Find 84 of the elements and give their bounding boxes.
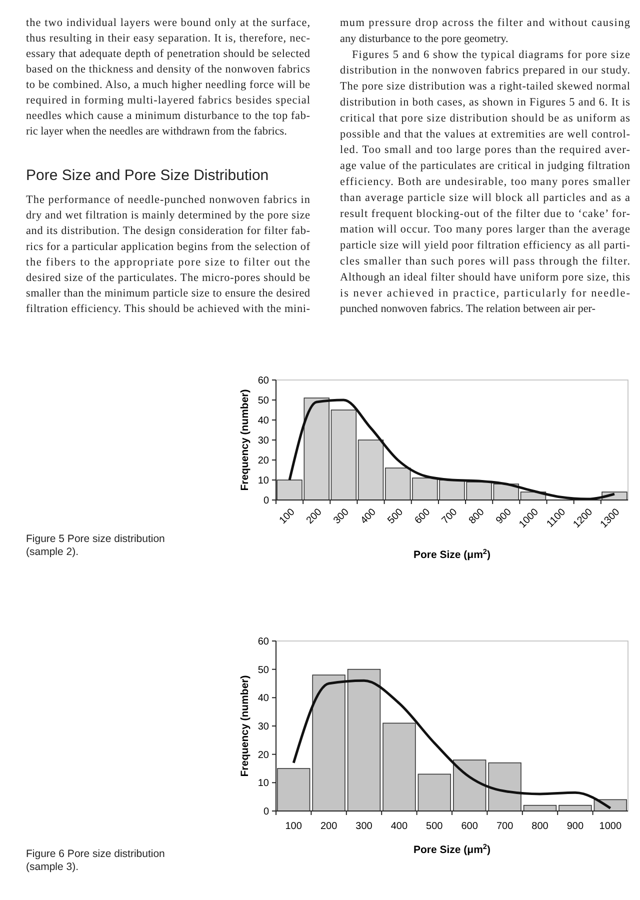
text: Figures 5 and 6 show the typical diagrams for pore size xyxy=(352,48,630,61)
text: the fibers to the appropriate pore size to filter out the xyxy=(26,256,310,268)
text: punched nonwoven fabrics. The relation between air per- xyxy=(340,303,596,316)
y-tick-label: 50 xyxy=(258,664,270,676)
x-tick-label: 700 xyxy=(440,506,460,526)
x-tick-label: 800 xyxy=(467,506,487,526)
caption: Figure 6 Pore size distribution (sample 3). xyxy=(26,848,166,873)
text: thus resulting in their easy separation. It is, therefore, nec- xyxy=(26,32,310,44)
text: essary that adequate depth of penetration should be selected xyxy=(26,48,310,60)
x-tick-label: 800 xyxy=(532,821,549,832)
y-tick-label: 0 xyxy=(263,806,270,818)
text: and its distribution. The design consideration for filter fab- xyxy=(26,225,310,238)
text: any disturbance to the pore geometry. xyxy=(340,32,508,45)
bar xyxy=(453,760,486,812)
text: is never achieved in practice, particularly for needle- xyxy=(340,287,630,300)
text: the two individual layers were bound only at the surface, xyxy=(26,17,310,29)
bar xyxy=(347,668,381,812)
text: Although an ideal filter should have uniform pore size, this xyxy=(340,271,630,284)
text: rics for a particular application begins from the selection of xyxy=(26,240,310,253)
x-tick-label: 900 xyxy=(566,821,584,832)
line-series xyxy=(292,679,612,810)
text: particle size will yield poor filtration efficiency as all parti- xyxy=(340,240,630,252)
x-tick-label: 100 xyxy=(278,506,298,526)
x-axis-title: Pore Size (μm$^{2}$) xyxy=(413,546,491,561)
text: dry and wet filtration is mainly determined by the pore size xyxy=(26,210,310,222)
y-tick-label: 0 xyxy=(263,496,270,506)
x-tick-label: 200 xyxy=(320,821,338,832)
text: possible and that the values at extremities are well control- xyxy=(340,128,630,140)
y-tick-label: 40 xyxy=(258,416,270,426)
x-tick-label: 900 xyxy=(494,506,514,526)
y-tick-label: 20 xyxy=(258,750,270,761)
text: critical that pore size distribution should be as uniform as xyxy=(340,112,630,124)
x-axis-title: Pore Size (μm$^{2}$) xyxy=(413,842,491,856)
text: distribution in the nonwoven fabrics prepared in our study. xyxy=(340,64,630,77)
bar xyxy=(488,762,522,812)
x-tick-label: 300 xyxy=(332,506,352,526)
text: mum pressure drop across the filter and without causing xyxy=(340,17,630,29)
x-tick-label: 600 xyxy=(412,506,433,526)
x-tick-label: 700 xyxy=(496,821,514,832)
y-tick-label: 10 xyxy=(258,778,270,790)
x-tick-label: 100 xyxy=(285,821,302,832)
text: age value of the particulates are critical in judging filtration xyxy=(340,160,630,172)
text: smaller than the minimum particle size to ensure the desired xyxy=(26,288,310,300)
text: efficiency. Both are undesirable, too many pores smaller xyxy=(340,176,630,188)
y-tick-label: 50 xyxy=(258,396,270,406)
x-tick-label: 500 xyxy=(426,821,444,832)
y-tick-label: 40 xyxy=(258,693,270,704)
y-tick-label: 60 xyxy=(258,636,270,648)
bar xyxy=(312,674,346,812)
x-tick-label: 600 xyxy=(461,821,478,832)
text: mation will occur. Too many pores larger than the average xyxy=(340,224,630,236)
line-series xyxy=(288,398,616,500)
text: led. Too small and too large pores than the required aver- xyxy=(340,144,630,156)
text: The pore size distribution was a right-tailed skewed normal xyxy=(340,80,630,93)
x-tick-label: 500 xyxy=(386,506,406,526)
text: needles which cause a minimum disturbance to the top fab- xyxy=(26,110,310,122)
text: Pore Size and Pore Size Distribution xyxy=(26,167,269,184)
text: distribution in both cases, as shown in Figures 5 and 6. It is xyxy=(340,96,630,108)
y-axis-title: Frequency (number) xyxy=(239,389,251,491)
bar xyxy=(277,768,310,812)
x-tick-label: 400 xyxy=(358,506,379,526)
bar xyxy=(418,774,451,812)
y-tick-label: 60 xyxy=(258,376,270,386)
text: to be combined. Also, a much higher needling force will be xyxy=(26,79,310,91)
text: desired size of the particulates. The micro-pores should be xyxy=(26,272,310,284)
x-tick-label: 400 xyxy=(390,821,408,832)
x-tick-label: 200 xyxy=(304,506,325,526)
text: filtration efficiency. This should be achieved with the mini- xyxy=(26,303,310,316)
text: ric layer when the needles are withdrawn from the fabrics. xyxy=(26,126,288,138)
y-axis-title: Frequency (number) xyxy=(239,675,251,777)
y-tick-label: 10 xyxy=(258,476,270,486)
x-tick-label: 300 xyxy=(356,821,373,832)
caption: Figure 5 Pore size distribution (sample 2). xyxy=(26,533,166,558)
text: result frequent blocking-out of the filter due to ‘cake’ for- xyxy=(340,208,630,220)
bar xyxy=(382,722,416,812)
text: than average particle size will block all particles and as a xyxy=(340,192,630,204)
x-tick-label: 1000 xyxy=(599,821,622,832)
text: based on the thickness and density of the nonwoven fabrics xyxy=(26,64,310,76)
text: required in forming multi-layered fabrics besides special xyxy=(26,94,310,106)
y-tick-label: 20 xyxy=(258,456,270,466)
y-tick-label: 30 xyxy=(258,722,270,732)
text: cles smaller than such pores will pass through the filter. xyxy=(340,256,630,268)
y-tick-label: 30 xyxy=(258,436,270,446)
text: The performance of needle-punched nonwoven fabrics in xyxy=(26,194,310,206)
